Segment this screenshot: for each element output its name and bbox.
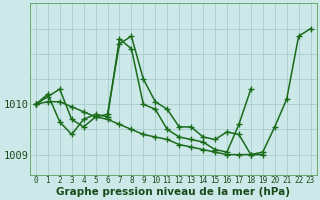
X-axis label: Graphe pression niveau de la mer (hPa): Graphe pression niveau de la mer (hPa)	[56, 187, 290, 197]
